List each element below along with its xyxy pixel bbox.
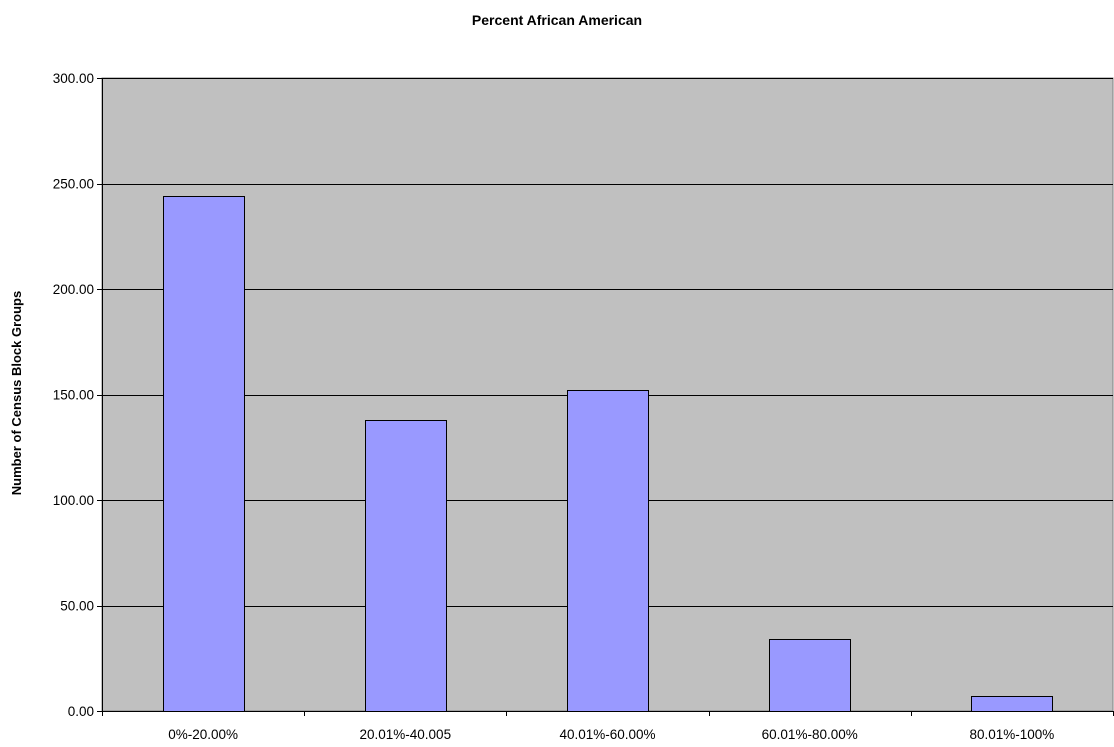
gridlines <box>102 78 1113 607</box>
bars <box>163 196 1053 712</box>
x-tick-label: 80.01%-100% <box>969 727 1054 742</box>
bar <box>365 420 447 712</box>
bar <box>769 639 851 712</box>
y-tick-label: 250.00 <box>53 177 94 192</box>
y-tick-label: 100.00 <box>53 493 94 508</box>
y-tick-label: 150.00 <box>53 388 94 403</box>
chart-title: Percent African American <box>472 12 642 28</box>
y-tick-label: 0.00 <box>68 704 94 719</box>
x-tick-label: 20.01%-40.005 <box>360 727 452 742</box>
y-tick-label: 50.00 <box>60 599 94 614</box>
y-tick-label: 300.00 <box>53 71 94 86</box>
y-axis-label: Number of Census Block Groups <box>9 291 24 495</box>
y-tick-labels: 0.00 50.00 100.00 150.00 200.00 250.00 300.00 <box>53 71 94 719</box>
bar <box>971 696 1053 712</box>
bar <box>567 390 649 712</box>
x-tick-labels: 0%-20.00% 20.01%-40.005 40.01%-60.00% 60.01… <box>168 727 1054 742</box>
bar <box>163 196 245 712</box>
x-tick-label: 60.01%-80.00% <box>762 727 858 742</box>
x-tick-label: 40.01%-60.00% <box>559 727 655 742</box>
y-tick-label: 200.00 <box>53 282 94 297</box>
x-tick-label: 0%-20.00% <box>168 727 238 742</box>
